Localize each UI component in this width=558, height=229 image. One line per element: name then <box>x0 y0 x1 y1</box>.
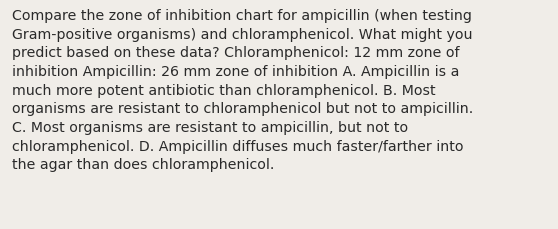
Text: Compare the zone of inhibition chart for ampicillin (when testing
Gram-positive : Compare the zone of inhibition chart for… <box>12 9 474 172</box>
